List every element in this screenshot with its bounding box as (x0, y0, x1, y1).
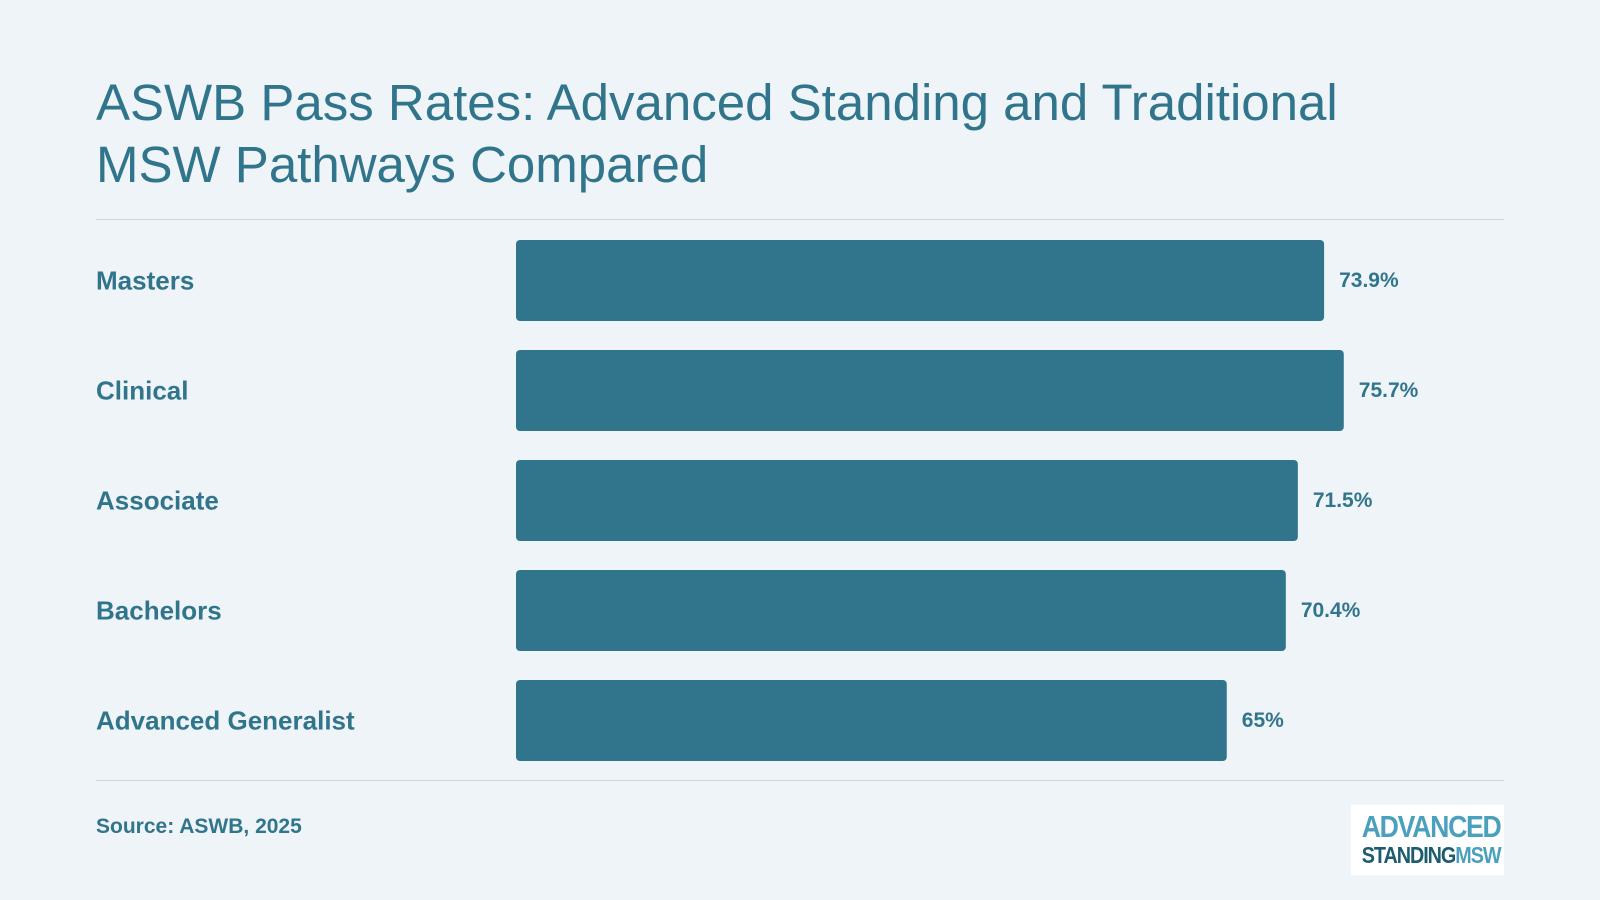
category-label: Masters (96, 266, 194, 296)
bar (516, 350, 1344, 431)
logo-line-standing-msw: STANDINGMSW (1361, 842, 1502, 868)
category-label: Bachelors (96, 596, 222, 626)
value-label: 65% (1242, 709, 1284, 732)
value-label: 75.7% (1359, 379, 1419, 402)
value-label: 70.4% (1301, 599, 1361, 622)
value-label: 71.5% (1313, 489, 1373, 512)
bar (516, 460, 1298, 541)
top-divider (96, 219, 1504, 220)
logo-word-msw: MSW (1455, 842, 1501, 868)
bar (516, 680, 1227, 761)
brand-logo: ADVANCED STANDINGMSW (1351, 805, 1504, 875)
category-label: Associate (96, 486, 219, 516)
value-label: 73.9% (1339, 269, 1399, 292)
chart-title: ASWB Pass Rates: Advanced Standing and T… (96, 74, 1338, 193)
category-label: Clinical (96, 376, 188, 406)
bottom-divider (96, 780, 1504, 781)
logo-word-standing: STANDING (1361, 842, 1457, 868)
logo-line-advanced: ADVANCED (1361, 809, 1502, 844)
bar (516, 570, 1286, 651)
category-label: Advanced Generalist (96, 706, 355, 736)
source-note: Source: ASWB, 2025 (96, 815, 302, 838)
bar (516, 240, 1325, 321)
